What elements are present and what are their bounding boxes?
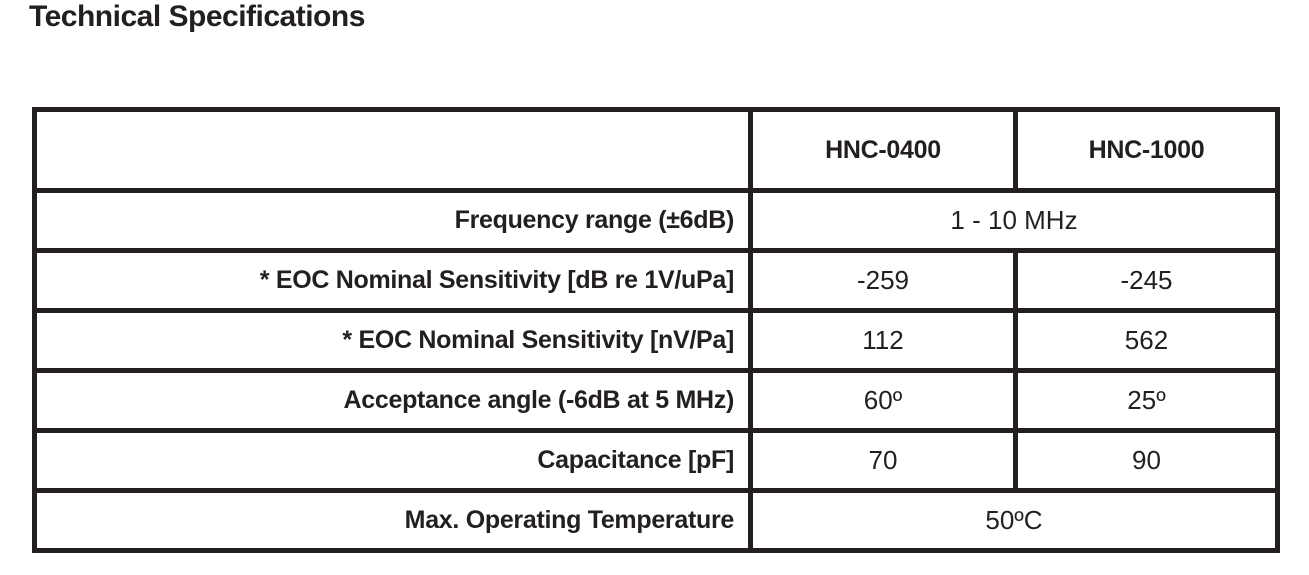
row-label-max-operating-temperature: Max. Operating Temperature: [32, 488, 753, 553]
row-label-frequency-range: Frequency range (±6dB): [32, 188, 753, 253]
value-acceptance-angle-hnc-0400: 60º: [748, 368, 1018, 433]
spec-table: HNC-0400 HNC-1000 Frequency range (±6dB)…: [32, 107, 1280, 553]
header-empty-cell: [32, 107, 753, 193]
row-label-acceptance-angle: Acceptance angle (-6dB at 5 MHz): [32, 368, 753, 433]
row-label-eoc-sensitivity-nv: * EOC Nominal Sensitivity [nV/Pa]: [32, 308, 753, 373]
value-eoc-sensitivity-nv-hnc-0400: 112: [748, 308, 1018, 373]
col-header-hnc-0400: HNC-0400: [748, 107, 1018, 193]
value-eoc-sensitivity-db-hnc-0400: -259: [748, 248, 1018, 313]
table-header-row: HNC-0400 HNC-1000: [32, 107, 1280, 193]
table-row-frequency-range: Frequency range (±6dB) 1 - 10 MHz: [32, 188, 1280, 253]
row-label-eoc-sensitivity-db: * EOC Nominal Sensitivity [dB re 1V/uPa]: [32, 248, 753, 313]
col-header-hnc-1000: HNC-1000: [1013, 107, 1280, 193]
table-row-eoc-sensitivity-db: * EOC Nominal Sensitivity [dB re 1V/uPa]…: [32, 248, 1280, 313]
value-eoc-sensitivity-nv-hnc-1000: 562: [1013, 308, 1280, 373]
value-acceptance-angle-hnc-1000: 25º: [1013, 368, 1280, 433]
table-row-eoc-sensitivity-nv: * EOC Nominal Sensitivity [nV/Pa] 112 56…: [32, 308, 1280, 373]
value-capacitance-hnc-0400: 70: [748, 428, 1018, 493]
value-eoc-sensitivity-db-hnc-1000: -245: [1013, 248, 1280, 313]
table-row-max-operating-temperature: Max. Operating Temperature 50ºC: [32, 488, 1280, 553]
table-row-acceptance-angle: Acceptance angle (-6dB at 5 MHz) 60º 25º: [32, 368, 1280, 433]
value-capacitance-hnc-1000: 90: [1013, 428, 1280, 493]
table-row-capacitance: Capacitance [pF] 70 90: [32, 428, 1280, 493]
value-frequency-range: 1 - 10 MHz: [748, 188, 1280, 253]
value-max-operating-temperature: 50ºC: [748, 488, 1280, 553]
page-title: Technical Specifications: [29, 0, 365, 33]
row-label-capacitance: Capacitance [pF]: [32, 428, 753, 493]
